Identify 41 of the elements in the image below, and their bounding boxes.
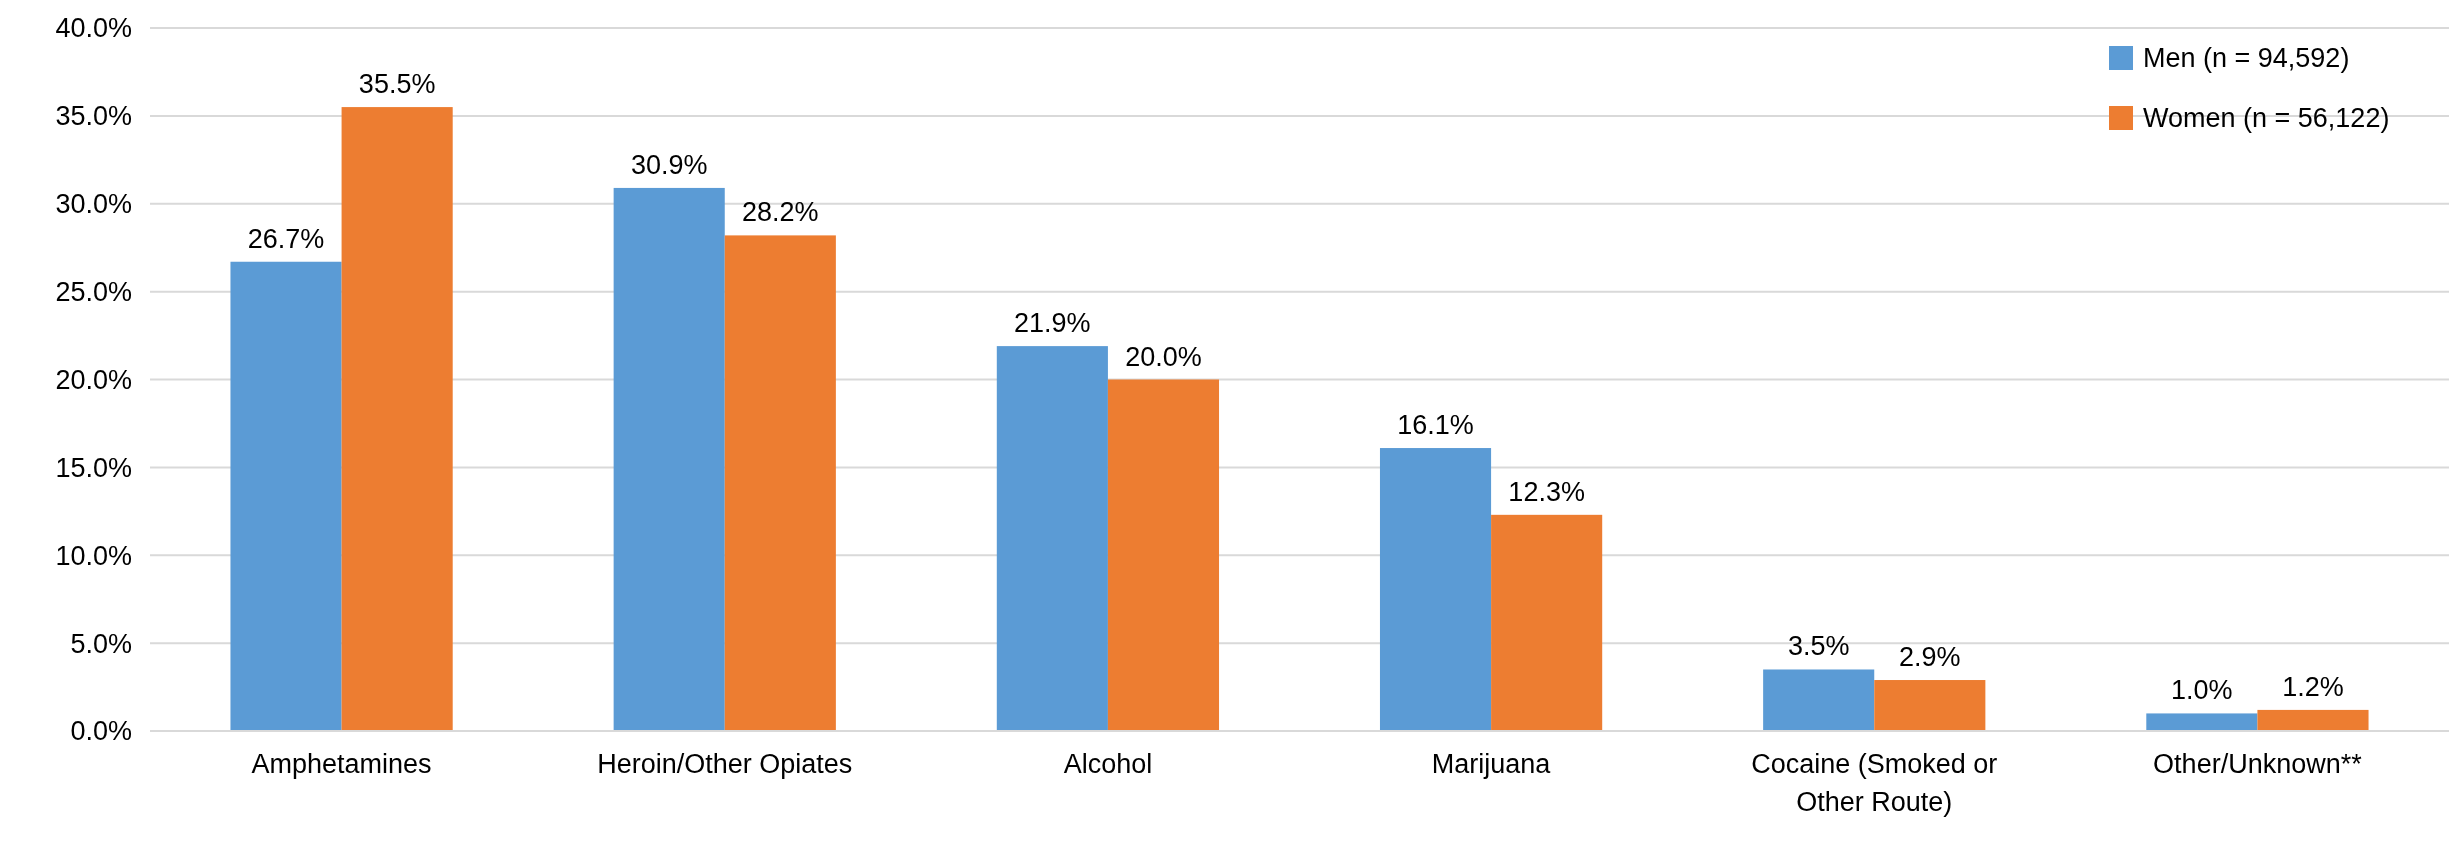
x-tick-label: Heroin/Other Opiates bbox=[597, 749, 853, 779]
legend-label: Women (n = 56,122) bbox=[2143, 103, 2390, 134]
bar bbox=[341, 107, 453, 731]
x-tick-label: Alcohol bbox=[1063, 749, 1153, 779]
data-label: 16.1% bbox=[1397, 410, 1474, 441]
x-tick-label: Other/Unknown** bbox=[2153, 749, 2363, 779]
y-tick-label: 25.0% bbox=[55, 277, 132, 308]
y-tick-label: 30.0% bbox=[55, 189, 132, 220]
y-tick-label: 15.0% bbox=[55, 452, 132, 483]
bar bbox=[1874, 680, 1986, 731]
y-tick-label: 40.0% bbox=[55, 13, 132, 44]
y-tick-label: 5.0% bbox=[70, 628, 132, 659]
x-tick-label: Amphetamines bbox=[251, 749, 432, 779]
x-tick-label: Marijuana bbox=[1431, 749, 1552, 779]
y-tick-label: 35.0% bbox=[55, 101, 132, 132]
bar bbox=[1491, 514, 1603, 731]
data-label: 30.9% bbox=[630, 149, 708, 180]
data-label: 20.0% bbox=[1125, 341, 1202, 372]
bar bbox=[613, 187, 725, 731]
data-label: 1.2% bbox=[2282, 671, 2344, 702]
x-tick-label: Cocaine (Smoked or Other Route) bbox=[1751, 749, 1998, 817]
y-tick-label: 10.0% bbox=[55, 540, 132, 571]
data-label: 12.3% bbox=[1508, 476, 1585, 507]
bar bbox=[724, 235, 836, 731]
data-label: 28.2% bbox=[742, 197, 819, 228]
bar bbox=[2257, 709, 2369, 731]
data-label: 35.5% bbox=[358, 69, 436, 100]
legend-label: Men (n = 94,592) bbox=[2143, 43, 2350, 74]
data-label: 3.5% bbox=[1787, 631, 1850, 662]
data-label: 2.9% bbox=[1899, 642, 1961, 673]
bar bbox=[1379, 448, 1492, 731]
y-tick-label: 0.0% bbox=[70, 716, 132, 747]
y-tick-label: 20.0% bbox=[55, 364, 132, 395]
bar bbox=[996, 346, 1108, 731]
data-label: 26.7% bbox=[247, 223, 325, 254]
bar bbox=[1107, 379, 1220, 731]
bar bbox=[1763, 669, 1875, 731]
bar bbox=[2146, 713, 2258, 731]
bar bbox=[230, 261, 342, 731]
data-label: 1.0% bbox=[2171, 675, 2233, 706]
data-label: 21.9% bbox=[1014, 308, 1091, 339]
